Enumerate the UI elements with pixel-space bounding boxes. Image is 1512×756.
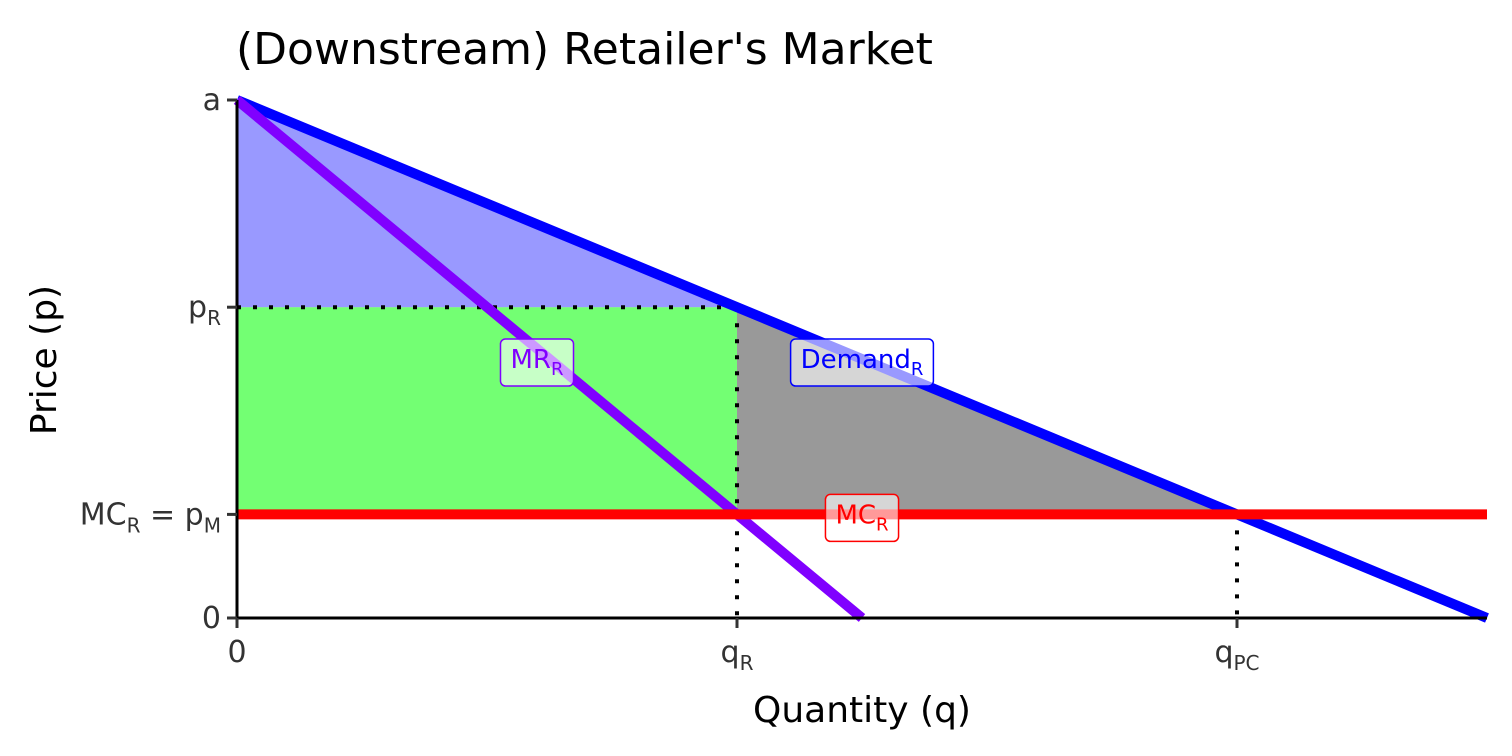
y-tick-label: a	[203, 83, 221, 118]
mr-label: MRR	[499, 338, 575, 387]
y-tick-label: 0	[202, 601, 221, 636]
demand-label: DemandR	[789, 338, 935, 387]
axes	[235, 100, 1487, 620]
guide-lines	[237, 305, 1239, 618]
x-ticks: 0 qR qPC	[227, 618, 1260, 675]
label-text: DemandR	[801, 345, 924, 380]
y-axis-title: Price (p)	[24, 285, 65, 435]
label-text: MCR	[835, 500, 888, 535]
y-tick-label: pR	[188, 290, 221, 330]
mc-label: MCR	[824, 493, 900, 543]
chart-title: (Downstream) Retailer's Market	[236, 24, 933, 75]
x-tick-label: 0	[227, 635, 246, 670]
label-box	[789, 338, 935, 387]
series-labels: DemandR MRR MCR	[499, 338, 935, 543]
x-tick-label: qR	[721, 635, 754, 675]
producer-surplus-area	[237, 307, 737, 515]
x-axis-title: Quantity (q)	[753, 690, 971, 731]
label-text: MRR	[510, 345, 563, 380]
label-box	[499, 338, 575, 387]
y-tick-label: MCR = pM	[80, 497, 221, 537]
y-ticks: 0 MCR = pM pR a	[80, 83, 237, 636]
x-tick-label: qPC	[1214, 635, 1259, 675]
label-box	[824, 493, 900, 543]
